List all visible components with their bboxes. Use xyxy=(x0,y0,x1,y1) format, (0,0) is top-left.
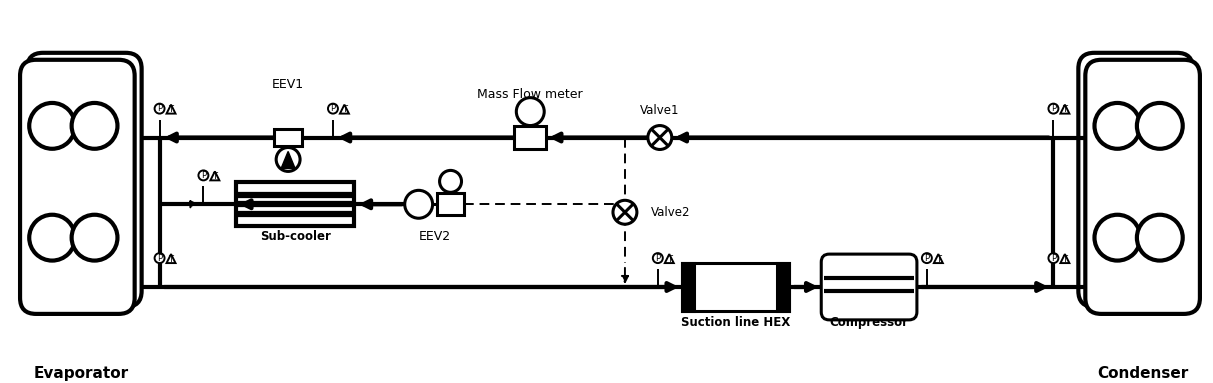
Circle shape xyxy=(922,253,932,263)
Polygon shape xyxy=(1060,254,1070,263)
Circle shape xyxy=(653,253,662,263)
Text: T: T xyxy=(1063,105,1067,114)
Circle shape xyxy=(405,190,433,218)
Text: T: T xyxy=(342,105,347,114)
Polygon shape xyxy=(210,172,220,180)
Bar xyxy=(437,193,465,215)
Text: T: T xyxy=(169,105,173,114)
Polygon shape xyxy=(166,105,176,114)
Circle shape xyxy=(1094,103,1140,149)
Circle shape xyxy=(517,98,545,126)
Text: T: T xyxy=(1063,255,1067,264)
Text: T: T xyxy=(936,255,941,264)
Bar xyxy=(514,126,546,149)
Circle shape xyxy=(1048,104,1059,114)
Circle shape xyxy=(1137,103,1183,149)
Text: P: P xyxy=(1050,104,1057,113)
Text: Sub-cooler: Sub-cooler xyxy=(260,230,330,243)
Circle shape xyxy=(29,103,75,149)
Circle shape xyxy=(154,104,165,114)
FancyBboxPatch shape xyxy=(1078,53,1192,307)
Text: Compressor: Compressor xyxy=(830,316,909,329)
Polygon shape xyxy=(665,254,673,263)
Text: T: T xyxy=(169,255,173,264)
FancyBboxPatch shape xyxy=(27,53,142,307)
Text: P: P xyxy=(1050,254,1057,263)
Circle shape xyxy=(277,147,300,172)
Text: P: P xyxy=(924,254,929,263)
Polygon shape xyxy=(1060,105,1070,114)
Circle shape xyxy=(72,215,118,260)
Circle shape xyxy=(1094,215,1140,260)
Bar xyxy=(682,263,790,311)
FancyBboxPatch shape xyxy=(1086,60,1200,314)
Circle shape xyxy=(72,103,118,149)
Text: Valve2: Valve2 xyxy=(651,206,690,219)
Text: T: T xyxy=(667,255,672,264)
Circle shape xyxy=(1048,253,1059,263)
Bar xyxy=(778,263,790,311)
Text: Valve1: Valve1 xyxy=(640,104,679,117)
Circle shape xyxy=(648,126,672,149)
Circle shape xyxy=(1137,215,1183,260)
Circle shape xyxy=(439,170,461,192)
Text: P: P xyxy=(655,254,660,263)
Text: T: T xyxy=(212,172,217,181)
Text: Condenser: Condenser xyxy=(1097,366,1189,381)
Polygon shape xyxy=(934,254,943,263)
Polygon shape xyxy=(281,151,295,169)
Circle shape xyxy=(613,200,637,224)
Circle shape xyxy=(154,253,165,263)
Text: P: P xyxy=(330,104,336,113)
Bar xyxy=(237,182,354,226)
Bar xyxy=(682,263,694,311)
Circle shape xyxy=(199,170,209,180)
Polygon shape xyxy=(340,105,349,114)
Text: EEV2: EEV2 xyxy=(418,230,451,243)
FancyBboxPatch shape xyxy=(821,254,917,320)
Text: P: P xyxy=(156,254,163,263)
Text: EEV1: EEV1 xyxy=(272,78,304,91)
Text: P: P xyxy=(156,104,163,113)
Text: Evaporator: Evaporator xyxy=(33,366,129,381)
FancyBboxPatch shape xyxy=(21,60,135,314)
Text: Suction line HEX: Suction line HEX xyxy=(680,316,790,329)
Polygon shape xyxy=(166,254,176,263)
Bar xyxy=(274,129,302,146)
Text: Mass Flow meter: Mass Flow meter xyxy=(478,88,583,101)
Text: P: P xyxy=(201,171,206,180)
Circle shape xyxy=(328,104,338,114)
Circle shape xyxy=(29,215,75,260)
